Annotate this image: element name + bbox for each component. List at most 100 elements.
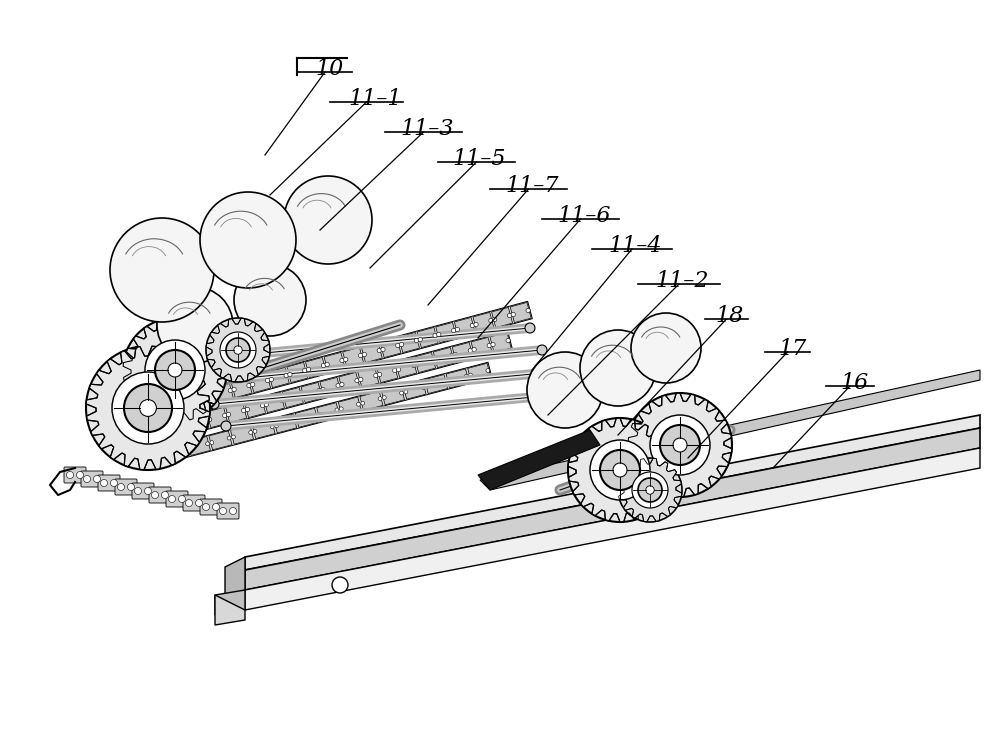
Circle shape [452,328,456,333]
Circle shape [288,372,292,376]
Polygon shape [468,363,491,382]
Circle shape [487,344,491,348]
Circle shape [140,400,156,417]
Circle shape [162,453,166,457]
Polygon shape [252,420,275,439]
Circle shape [249,431,253,434]
Circle shape [157,287,233,363]
Polygon shape [193,301,532,409]
Polygon shape [478,430,600,490]
Circle shape [110,218,214,322]
Circle shape [94,475,100,482]
Circle shape [472,347,476,352]
Circle shape [426,385,429,388]
Circle shape [260,404,265,408]
Circle shape [660,425,700,465]
Circle shape [196,499,202,507]
Polygon shape [343,347,364,368]
Circle shape [245,407,250,412]
Circle shape [76,471,84,479]
Polygon shape [166,442,189,461]
Polygon shape [452,342,473,363]
Circle shape [234,264,306,336]
Circle shape [336,383,340,387]
Circle shape [361,401,365,405]
Polygon shape [194,387,215,408]
Circle shape [232,387,236,392]
Circle shape [220,332,256,368]
Circle shape [400,391,404,395]
FancyBboxPatch shape [166,491,188,507]
Circle shape [100,480,108,487]
Polygon shape [436,322,457,343]
Circle shape [537,345,547,355]
Polygon shape [320,377,341,398]
Circle shape [253,429,257,433]
Circle shape [284,176,372,264]
Text: 10: 10 [315,58,343,80]
Circle shape [313,414,317,417]
Polygon shape [123,318,227,422]
FancyBboxPatch shape [98,475,120,491]
Polygon shape [381,386,404,405]
Circle shape [396,344,400,348]
Circle shape [283,398,287,401]
Circle shape [302,393,306,397]
Circle shape [212,504,220,510]
Circle shape [453,352,457,357]
Polygon shape [188,412,209,433]
Circle shape [414,338,419,343]
Circle shape [221,421,231,431]
Circle shape [492,317,497,322]
FancyBboxPatch shape [200,499,222,515]
Circle shape [321,363,326,368]
Circle shape [381,347,385,352]
Circle shape [646,486,654,494]
Polygon shape [282,387,303,408]
Circle shape [231,435,235,439]
Circle shape [296,418,300,422]
Circle shape [332,577,348,593]
Polygon shape [473,312,494,333]
Circle shape [213,393,218,397]
Polygon shape [568,418,672,522]
Text: 11–6: 11–6 [557,205,610,227]
Circle shape [247,383,251,387]
Polygon shape [268,368,289,387]
Circle shape [321,387,325,392]
Circle shape [613,463,627,477]
Circle shape [340,358,344,363]
Circle shape [340,382,344,387]
Circle shape [84,475,90,482]
Circle shape [275,424,278,428]
Polygon shape [168,331,512,439]
Text: 11–4: 11–4 [608,235,662,257]
Circle shape [144,488,152,494]
Circle shape [421,385,425,390]
Circle shape [374,374,378,378]
Circle shape [618,458,682,522]
Polygon shape [209,431,232,450]
Circle shape [527,352,603,428]
Circle shape [230,507,237,515]
Circle shape [202,504,210,510]
Circle shape [134,488,142,494]
Circle shape [185,355,195,365]
Circle shape [355,379,359,382]
Circle shape [335,408,339,412]
Circle shape [568,418,672,522]
Circle shape [318,412,322,417]
Circle shape [185,423,189,428]
Circle shape [430,358,435,363]
FancyBboxPatch shape [81,471,103,487]
Polygon shape [187,436,210,455]
FancyBboxPatch shape [217,503,239,519]
Polygon shape [480,370,980,490]
Circle shape [197,377,207,387]
FancyBboxPatch shape [149,487,171,503]
Polygon shape [338,397,361,416]
Polygon shape [231,425,254,444]
FancyBboxPatch shape [183,495,205,511]
Circle shape [186,499,192,507]
Circle shape [434,357,438,362]
